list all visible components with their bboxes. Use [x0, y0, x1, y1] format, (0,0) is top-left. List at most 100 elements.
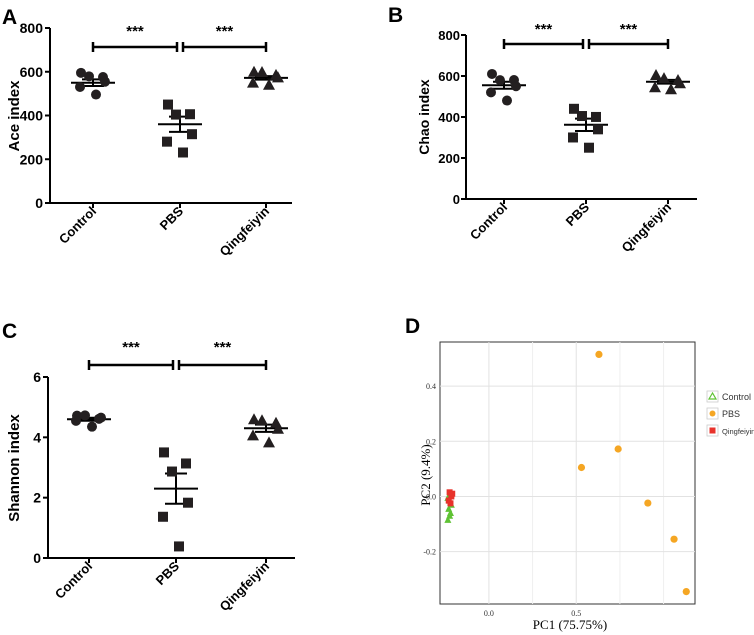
y-tick-label: 0: [453, 192, 460, 207]
panel-d: D PC2 (9.4%) PC1 (75.75%) 0.0 0.5 -0.2 0.0 0…: [405, 315, 754, 632]
pca-point: [595, 350, 603, 359]
y-tick-label: 0: [35, 195, 43, 211]
panel-a: A Ace index 0 200 400 600 800 Control PBS Qingf…: [2, 6, 292, 259]
pca-point: [447, 500, 454, 507]
y-tick-label: -0.2: [423, 548, 436, 557]
data-point: [272, 71, 284, 83]
legend-key-box: [706, 390, 719, 403]
pca-point: [446, 508, 454, 516]
pca-point: [445, 504, 453, 512]
significance-label: ***: [535, 21, 553, 38]
significance-label: ***: [214, 339, 232, 356]
data-point: [187, 129, 197, 140]
pca-point: [444, 515, 452, 523]
panel-a-letter: A: [2, 6, 17, 29]
x-category-label: Qingfeiyin: [217, 203, 273, 259]
legend-label: Control: [722, 392, 751, 402]
data-point: [247, 76, 259, 88]
data-point: [263, 78, 275, 90]
data-point: [178, 147, 188, 158]
data-point: [76, 67, 86, 78]
data-point: [247, 429, 259, 441]
x-tick-label: 0.5: [571, 609, 581, 618]
pca-point: [577, 463, 586, 472]
panel-c-letter: C: [2, 320, 17, 343]
pca-point: [682, 587, 690, 596]
y-tick-label: 400: [438, 110, 460, 125]
legend-marker: [709, 410, 716, 417]
data-point: [569, 103, 579, 114]
pca-point: [449, 490, 456, 497]
x-category-label: PBS: [563, 199, 593, 229]
data-point: [171, 109, 181, 120]
panel-b-ylabel: Chao index: [416, 79, 432, 155]
data-point: [665, 83, 677, 95]
data-point: [162, 136, 172, 147]
panel-d-ylabel: PC2 (9.4%): [418, 444, 433, 505]
plot-frame: [439, 341, 696, 605]
pca-point: [670, 535, 678, 543]
x-tick-label: 0.0: [484, 609, 494, 618]
panel-d-xlabel: PC1 (75.75%): [533, 617, 607, 632]
y-tick-label: 800: [438, 28, 460, 43]
data-point: [87, 421, 97, 432]
data-point: [272, 422, 284, 434]
data-point: [158, 511, 168, 522]
significance-label: ***: [122, 339, 140, 356]
panel-b-letter: B: [388, 4, 403, 27]
data-point: [650, 68, 662, 80]
y-tick-label: 0.2: [426, 437, 436, 446]
data-point: [71, 415, 81, 426]
y-tick-label: 600: [438, 69, 460, 84]
legend-marker: [707, 391, 718, 400]
panel-c-ylabel: Shannon index: [6, 414, 23, 522]
data-point: [100, 76, 110, 87]
data-point: [502, 95, 512, 106]
data-point: [591, 111, 601, 122]
legend-label: Qingfeiyin: [722, 427, 754, 436]
data-point: [84, 71, 94, 82]
significance-label: ***: [216, 23, 234, 40]
data-point: [487, 68, 497, 79]
x-category-label: Qingfeiyin: [619, 199, 675, 255]
legend-label: PBS: [722, 409, 740, 419]
data-point: [248, 65, 260, 77]
data-point: [163, 99, 173, 110]
data-point: [159, 447, 169, 458]
data-point: [183, 497, 193, 508]
x-category-label: PBS: [153, 558, 183, 588]
panel-b: B Chao index 0 200 400 600 800 Control PBS Qing…: [388, 4, 697, 255]
y-tick-label: 800: [20, 20, 44, 36]
x-category-label: Control: [56, 204, 99, 247]
y-tick-label: 6: [33, 369, 41, 385]
data-point: [80, 410, 90, 421]
data-point: [174, 541, 184, 552]
significance-label: ***: [126, 23, 144, 40]
panel-c: C Shannon index 0 2 4 6 Control PBS Qingfeiyin…: [2, 320, 295, 614]
data-point: [674, 77, 686, 89]
significance-label: ***: [620, 21, 638, 38]
panel-a-ylabel: Ace index: [6, 80, 23, 152]
legend-marker: [709, 427, 716, 434]
data-point: [248, 413, 260, 425]
pca-point: [644, 499, 652, 507]
data-point: [256, 65, 268, 77]
x-category-label: Qingfeiyin: [217, 558, 273, 614]
data-point: [593, 124, 603, 135]
y-tick-label: 4: [33, 429, 41, 445]
data-point: [91, 89, 101, 100]
data-point: [568, 132, 578, 143]
data-point: [511, 81, 521, 92]
y-tick-label: 0.4: [426, 382, 436, 391]
data-point: [270, 416, 282, 428]
y-tick-label: 0.0: [426, 492, 436, 501]
y-tick-label: 600: [20, 64, 44, 80]
pca-point: [614, 445, 622, 453]
y-tick-label: 0: [33, 550, 41, 566]
data-point: [495, 75, 505, 86]
x-category-label: PBS: [157, 203, 187, 233]
y-tick-label: 400: [20, 108, 44, 124]
data-point: [584, 142, 594, 153]
data-point: [185, 109, 195, 120]
y-tick-label: 2: [33, 490, 41, 506]
